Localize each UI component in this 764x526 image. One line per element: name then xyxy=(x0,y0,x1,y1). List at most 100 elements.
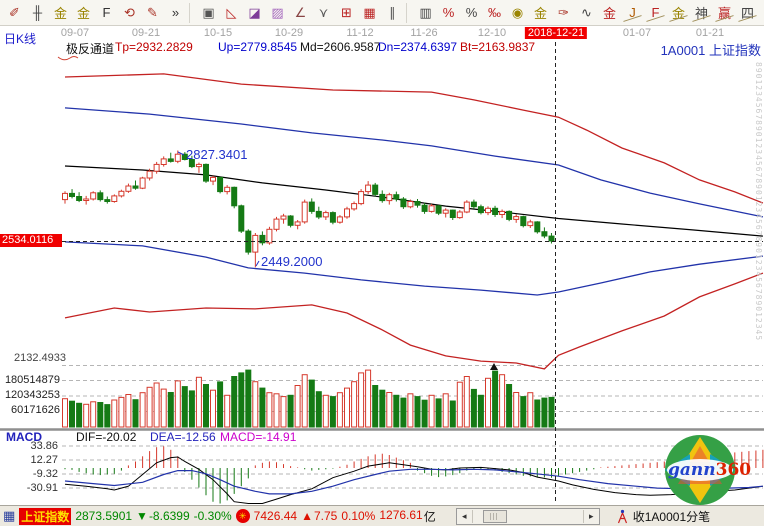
macd-axis-label-1: 33.86 xyxy=(30,440,58,452)
channel-up-value: Up=2779.8545 xyxy=(218,40,298,54)
indicator-info-row: 极反通道 Tp=2932.2829 Up=2779.8545 Md=2606.9… xyxy=(0,40,764,58)
sz-index-change: 7.75 xyxy=(313,509,338,523)
gold-line-tool-icon[interactable]: 金 xyxy=(533,6,547,21)
market-grid-icon[interactable]: ▦ xyxy=(3,508,16,523)
horizontal-scrollbar[interactable]: ◂ ▸ xyxy=(455,507,600,525)
channel-md-value: Md=2606.9587 xyxy=(300,40,381,54)
date-tick: 10-15 xyxy=(203,27,233,39)
scroll-left-arrow[interactable]: ◂ xyxy=(457,509,473,523)
angle-si-tool-icon[interactable]: 四 xyxy=(736,2,759,24)
timeline-row: 日K线 09-07 09-21 10-15 10-29 11-12 11-26 12-10 2… xyxy=(0,26,764,46)
low-annotation: 2449.2000 xyxy=(261,254,323,269)
sh-index-change: -8.6399 xyxy=(148,509,190,523)
sh-index-value: 2873.5901 xyxy=(75,509,133,523)
period-label: 日K线 xyxy=(4,32,37,46)
macd-axis-label-3: -9.32 xyxy=(32,468,58,480)
brush-ruler-tool-icon[interactable]: ✎ xyxy=(147,4,158,20)
channel-dn-value: Dn=2374.6397 xyxy=(378,40,458,54)
volume-axis-label-2: 120343253 xyxy=(0,389,60,401)
scroll-right-arrow[interactable]: ▸ xyxy=(582,509,599,523)
current-price-tag: 2534.0116 xyxy=(0,234,62,247)
up-arrow-icon: ▲ xyxy=(301,509,313,523)
wave-tool-icon[interactable]: ∿ xyxy=(581,4,592,20)
volume-layer xyxy=(62,369,555,428)
date-tick: 09-07 xyxy=(60,27,90,39)
pen-tool-icon[interactable]: ✐ xyxy=(9,4,20,20)
gold-grid-tool-1-icon[interactable]: 金 xyxy=(53,6,67,21)
logo-text-gann: gann360 xyxy=(668,460,751,480)
logo-text-360: 360 xyxy=(716,460,752,480)
parallel-lines-tool-icon[interactable]: ∥ xyxy=(389,4,396,20)
sh-index-badge[interactable]: 上证指数 xyxy=(19,507,72,525)
date-tick: 01-21 xyxy=(695,27,725,39)
macd-dea-value: DEA=-12.56 xyxy=(150,430,216,444)
grid-fill-tool-icon[interactable]: ▦ xyxy=(363,4,376,20)
gann360-logo: 12345678901234567890123456789012 gann360 xyxy=(662,435,751,510)
watermark-digits: 8901234567890123456789012345678901234567… xyxy=(754,62,763,342)
price-level-label: 2132.4933 xyxy=(14,352,66,364)
sz-index-value: 7426.44 xyxy=(253,509,298,523)
grid-cross-tool-icon[interactable]: ⊞ xyxy=(341,4,352,20)
date-tick: 01-07 xyxy=(622,27,652,39)
percent-red-tool-icon[interactable]: % xyxy=(442,5,455,20)
date-tick: 11-26 xyxy=(410,27,438,39)
zigzag-tool-icon[interactable]: ⋎ xyxy=(318,4,329,20)
date-tick: 09-21 xyxy=(131,27,161,39)
gold-grid-tool-2-icon[interactable]: 金 xyxy=(76,6,90,21)
macd-dif-value: DIF=-20.02 xyxy=(76,430,137,444)
macd-axis-label-2: 12.27 xyxy=(30,454,58,466)
macd-panel-title: MACD xyxy=(6,430,42,444)
macd-bar-value: MACD=-14.91 xyxy=(220,430,297,444)
high-annotation: 2827.3401 xyxy=(186,147,248,162)
spiral-tool-icon[interactable]: ⟲ xyxy=(124,4,135,20)
feed-antenna-icon xyxy=(617,509,627,523)
gridlines xyxy=(0,365,764,489)
channel-tp-value: Tp=2932.2829 xyxy=(115,40,193,54)
more-tools-chevron-icon[interactable]: » xyxy=(171,5,180,20)
channel-lines xyxy=(64,73,764,370)
macd-layer xyxy=(64,446,764,504)
channel-bt-value: Bt=2163.9837 xyxy=(460,40,536,54)
toolbar: ✐ ╫ 金金 F ⟲ ✎» ▣ ◺ ◪ ▨ ∠ ⋎ ⊞ ▦ ∥ ▥%% ‰ ◉ 金 ✑ ∿ 金 J F 金神赢四 xyxy=(0,0,764,26)
status-bar: ▦ 上证指数 2873.5901 ▼ -8.6399 -0.30% ✳ 7426.… xyxy=(0,505,764,526)
gold-circle-tool-icon[interactable]: ◉ xyxy=(511,4,524,20)
date-tick: 10-29 xyxy=(274,27,304,39)
fan-box-tool-icon[interactable]: ◪ xyxy=(248,4,261,20)
permille-tool-icon[interactable]: ‰ xyxy=(488,5,501,20)
angle-f-tool-icon[interactable]: F xyxy=(644,2,667,24)
sz-index-pct: 0.10% xyxy=(341,509,376,523)
angle-shen-tool-icon[interactable]: 神 xyxy=(690,2,713,24)
square-frame-tool-icon[interactable]: ▣ xyxy=(202,4,215,20)
macd-axis-label-4: -30.91 xyxy=(26,482,58,494)
bar-pattern-tool-icon[interactable]: ▥ xyxy=(419,4,432,20)
crosshair xyxy=(62,42,763,503)
sh-index-pct: -0.30% xyxy=(193,509,232,523)
percent-tool-icon[interactable]: % xyxy=(465,5,478,20)
symbol-title: 1A0001 上证指数 xyxy=(660,43,761,58)
angle-ying-tool-icon[interactable]: 赢 xyxy=(713,2,736,24)
ray-fan-tool-icon[interactable]: ◺ xyxy=(226,4,237,20)
feed-status-text: 收1A0001分笔 xyxy=(632,509,711,524)
brush-candle-tool-icon[interactable]: ✑ xyxy=(558,4,569,20)
angle-line-tool-icon[interactable]: ∠ xyxy=(294,4,307,20)
markers xyxy=(57,56,498,370)
turnover-unit: 亿 xyxy=(423,509,436,524)
toolbar-separator xyxy=(406,2,412,23)
date-tick: 11-12 xyxy=(346,27,374,39)
scrollbar-thumb[interactable] xyxy=(482,509,507,523)
sz-exchange-icon[interactable]: ✳ xyxy=(235,509,250,523)
angle-j-tool-icon[interactable]: J xyxy=(621,2,644,24)
gold-box-tool-icon[interactable]: 金 xyxy=(602,6,616,21)
f-ruler-tool-icon[interactable]: F xyxy=(102,5,111,20)
hash-line-tool-icon[interactable]: ╫ xyxy=(32,5,43,20)
indicator-name: 极反通道 xyxy=(66,42,115,56)
hatch-box-tool-icon[interactable]: ▨ xyxy=(271,4,284,20)
date-tick: 12-10 xyxy=(477,27,507,39)
angle-gold-tool-icon[interactable]: 金 xyxy=(667,2,690,24)
current-date-tick: 2018-12-21 xyxy=(524,27,588,39)
toolbar-separator xyxy=(189,2,195,23)
down-arrow-icon: ▼ xyxy=(136,509,148,523)
volume-axis-label-3: 60171626 xyxy=(0,404,60,416)
